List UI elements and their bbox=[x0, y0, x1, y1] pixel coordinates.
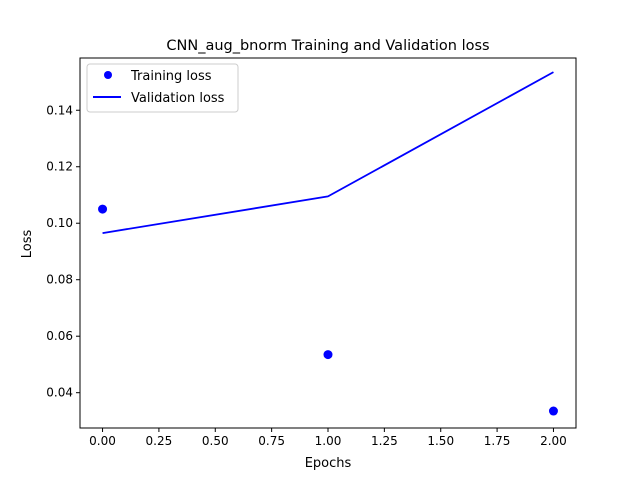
legend-label-training-loss: Training loss bbox=[130, 69, 212, 84]
legend-marker-training-loss bbox=[104, 71, 112, 79]
x-tick-label: 0.00 bbox=[89, 434, 116, 448]
y-tick-label: 0.06 bbox=[46, 329, 73, 343]
legend-box bbox=[86, 63, 239, 113]
validation-loss-line bbox=[102, 71, 554, 235]
y-tick-label: 0.08 bbox=[46, 273, 73, 287]
x-tick-label: 1.25 bbox=[371, 434, 398, 448]
x-tick-label: 1.50 bbox=[427, 434, 454, 448]
y-axis-ticks: 0.04 0.06 0.08 0.10 0.12 0.14 bbox=[46, 103, 80, 400]
training-loss-point bbox=[548, 406, 558, 416]
legend-label-validation-loss: Validation loss bbox=[131, 91, 225, 106]
chart-title: CNN_aug_bnorm Training and Validation lo… bbox=[166, 38, 489, 54]
legend: Training loss Validation loss bbox=[86, 63, 239, 113]
x-axis-ticks: 0.00 0.25 0.50 0.75 1.00 1.25 1.50 1.75 2.00 bbox=[89, 428, 567, 448]
x-tick-label: 0.25 bbox=[146, 434, 173, 448]
x-tick-label: 0.50 bbox=[202, 434, 229, 448]
y-axis-label: Loss bbox=[20, 230, 35, 259]
x-axis-label: Epochs bbox=[305, 456, 352, 471]
y-tick-label: 0.04 bbox=[46, 386, 73, 400]
x-tick-label: 0.75 bbox=[258, 434, 285, 448]
plot-series bbox=[98, 71, 558, 416]
x-tick-label: 2.00 bbox=[540, 434, 567, 448]
y-tick-label: 0.10 bbox=[46, 216, 73, 230]
y-tick-label: 0.14 bbox=[46, 103, 73, 117]
x-tick-label: 1.00 bbox=[315, 434, 342, 448]
training-loss-point bbox=[323, 350, 333, 360]
y-tick-label: 0.12 bbox=[46, 160, 73, 174]
x-tick-label: 1.75 bbox=[484, 434, 511, 448]
plot-frame bbox=[79, 57, 577, 429]
training-loss-point bbox=[98, 204, 108, 214]
